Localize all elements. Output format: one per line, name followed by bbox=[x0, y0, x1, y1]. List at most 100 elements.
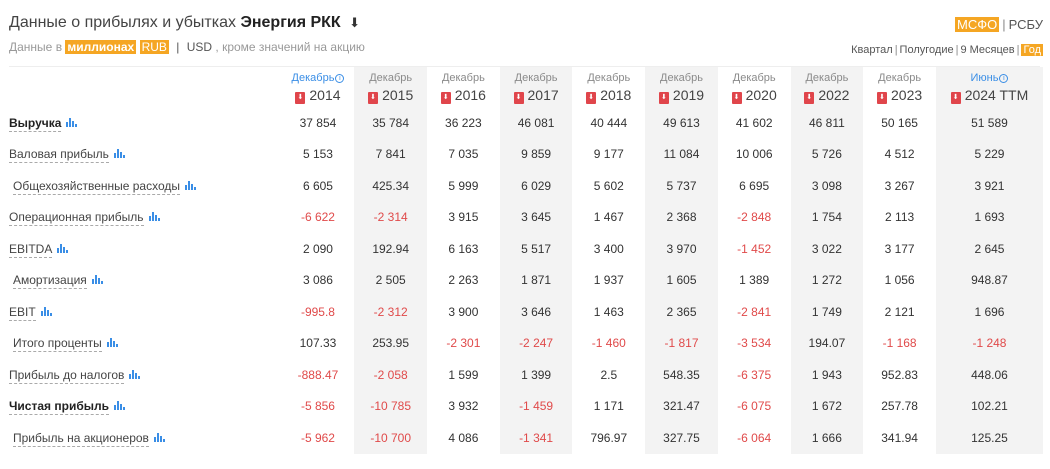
pdf-icon[interactable]: ⬇ bbox=[586, 92, 597, 104]
value-cell: 3 932 bbox=[448, 399, 479, 414]
column-year-label: 2022 bbox=[818, 87, 850, 103]
period-switch: Квартал | Полугодие | 9 Месяцев | Год bbox=[851, 44, 1043, 56]
period-nine-months[interactable]: 9 Месяцев bbox=[960, 44, 1015, 56]
value-cell: -1 248 bbox=[935, 327, 1043, 359]
company-name: Энергия РКК bbox=[240, 14, 341, 31]
pdf-icon[interactable]: ⬇ bbox=[658, 92, 669, 104]
row-label[interactable]: Итого проценты bbox=[13, 336, 102, 353]
value-cell: 5 999 bbox=[448, 178, 479, 193]
pdf-icon[interactable]: ⬇ bbox=[513, 92, 524, 104]
row-label[interactable]: Операционная прибыль bbox=[9, 210, 144, 227]
value-cell: -2 247 bbox=[499, 327, 573, 359]
bar-chart-icon[interactable] bbox=[185, 180, 197, 190]
pdf-icon[interactable]: ⬇ bbox=[368, 92, 379, 104]
value-cell: 3 177 bbox=[884, 241, 915, 256]
value-cell: 6 605 bbox=[302, 178, 333, 193]
row-label[interactable]: Общехозяйственные расходы bbox=[13, 178, 181, 195]
value-cell: 3 900 bbox=[448, 304, 479, 319]
column-header: Декабрь ⬇ 2023 bbox=[863, 67, 936, 107]
row-label-cell: EBIT bbox=[9, 296, 282, 328]
value-cell: 5 517 bbox=[499, 233, 573, 265]
value-cell: 3 267 bbox=[884, 178, 915, 193]
title-prefix: Данные о прибылях и убытках bbox=[9, 14, 237, 31]
bar-chart-icon[interactable] bbox=[40, 306, 52, 316]
value-cell: -3 534 bbox=[737, 336, 772, 351]
pdf-icon[interactable]: ⬇ bbox=[804, 92, 815, 104]
period-half[interactable]: Полугодие bbox=[899, 44, 954, 56]
value-cell: 3 646 bbox=[499, 296, 573, 328]
currency-usd[interactable]: USD bbox=[186, 40, 213, 54]
row-label[interactable]: Валовая прибыль bbox=[9, 147, 109, 164]
period-quarter[interactable]: Квартал bbox=[851, 44, 893, 56]
value-cell: 327.75 bbox=[645, 422, 718, 454]
value-cell: 1 599 bbox=[448, 367, 479, 382]
value-cell: 2 113 bbox=[885, 210, 915, 225]
value-cell: 341.94 bbox=[881, 430, 918, 445]
page-title: Данные о прибылях и убытках Энергия РКК … bbox=[9, 14, 360, 32]
row-label[interactable]: EBITDA bbox=[9, 241, 53, 258]
value-cell: 5 726 bbox=[790, 138, 864, 170]
unit-millions[interactable]: миллионах bbox=[65, 40, 137, 54]
bar-chart-icon[interactable] bbox=[91, 275, 103, 285]
value-cell: 3 970 bbox=[645, 233, 718, 265]
column-year: ⬇ 2014 bbox=[282, 86, 355, 104]
value-cell: 1 171 bbox=[593, 399, 624, 414]
pdf-icon[interactable]: ⬇ bbox=[731, 92, 742, 104]
value-cell: -995.8 bbox=[300, 304, 335, 319]
column-header: Декабрь ⬇ 2022 bbox=[790, 67, 864, 107]
column-year: ⬇ 2023 bbox=[863, 86, 936, 104]
period-year[interactable]: Год bbox=[1021, 44, 1043, 56]
bar-chart-icon[interactable] bbox=[66, 117, 78, 127]
bar-chart-icon[interactable] bbox=[129, 369, 141, 379]
column-year: ⬇ 2019 bbox=[645, 86, 718, 104]
row-label[interactable]: Прибыль до налогов bbox=[9, 367, 125, 384]
bar-chart-icon[interactable] bbox=[153, 432, 165, 442]
value-cell: 192.94 bbox=[354, 233, 428, 265]
row-label-cell: EBITDA bbox=[9, 233, 282, 265]
bar-chart-icon[interactable] bbox=[113, 149, 125, 159]
value-cell: 5 229 bbox=[935, 138, 1043, 170]
column-month: Декабрь bbox=[354, 71, 427, 85]
value-cell: 1 696 bbox=[935, 296, 1043, 328]
bar-chart-icon[interactable] bbox=[113, 401, 125, 411]
standard-rsbu[interactable]: РСБУ bbox=[1008, 17, 1043, 32]
column-year-label: 2023 bbox=[891, 87, 923, 103]
row-label[interactable]: Выручка bbox=[9, 115, 62, 132]
pdf-icon[interactable]: ⬇ bbox=[440, 92, 451, 104]
pdf-icon[interactable]: ⬇ bbox=[295, 92, 306, 104]
info-icon[interactable]: i bbox=[999, 74, 1009, 83]
value-cell: 952.83 bbox=[881, 367, 918, 382]
value-cell: 2 505 bbox=[354, 264, 428, 296]
value-cell: -2 312 bbox=[354, 296, 428, 328]
bar-chart-icon[interactable] bbox=[57, 243, 69, 253]
column-month: Июнь i bbox=[936, 71, 1043, 85]
value-cell: 3 915 bbox=[448, 210, 479, 225]
value-cell: -1 817 bbox=[645, 327, 718, 359]
value-cell: -5 856 bbox=[300, 399, 335, 414]
bar-chart-icon[interactable] bbox=[148, 212, 160, 222]
row-label[interactable]: Прибыль на акционеров bbox=[13, 430, 149, 447]
value-cell: 1 666 bbox=[790, 422, 864, 454]
bar-chart-icon[interactable] bbox=[106, 338, 118, 348]
value-cell: 796.97 bbox=[590, 430, 628, 445]
column-month: Декабрь bbox=[645, 71, 718, 85]
value-cell: 36 223 bbox=[445, 115, 482, 130]
column-month-label: Декабрь bbox=[291, 72, 335, 84]
table-header-row: Декабрь i ⬇ 2014 Декабрь ⬇ 2015 Декабрь ⬇ 2016 Дек… bbox=[9, 67, 1043, 107]
row-label[interactable]: EBIT bbox=[9, 304, 36, 321]
pdf-icon[interactable]: ⬇ bbox=[950, 92, 961, 104]
column-year: ⬇ 2024 TTM bbox=[936, 86, 1043, 104]
column-month: Декабрь bbox=[718, 71, 791, 85]
row-label[interactable]: Чистая прибыль bbox=[9, 399, 109, 416]
info-icon[interactable]: i bbox=[335, 74, 345, 83]
column-header: Декабрь ⬇ 2017 bbox=[499, 67, 573, 107]
value-cell: 548.35 bbox=[645, 359, 718, 391]
value-cell: 46 811 bbox=[790, 107, 864, 139]
row-label[interactable]: Амортизация bbox=[13, 273, 87, 290]
value-cell: 448.06 bbox=[935, 359, 1043, 391]
column-year-label: 2015 bbox=[382, 87, 414, 103]
standard-msfo[interactable]: МСФО bbox=[954, 17, 1000, 32]
pdf-icon[interactable]: ⬇ bbox=[877, 92, 888, 104]
currency-rub[interactable]: RUB bbox=[139, 40, 169, 54]
download-icon[interactable]: ⬇ bbox=[349, 15, 361, 30]
